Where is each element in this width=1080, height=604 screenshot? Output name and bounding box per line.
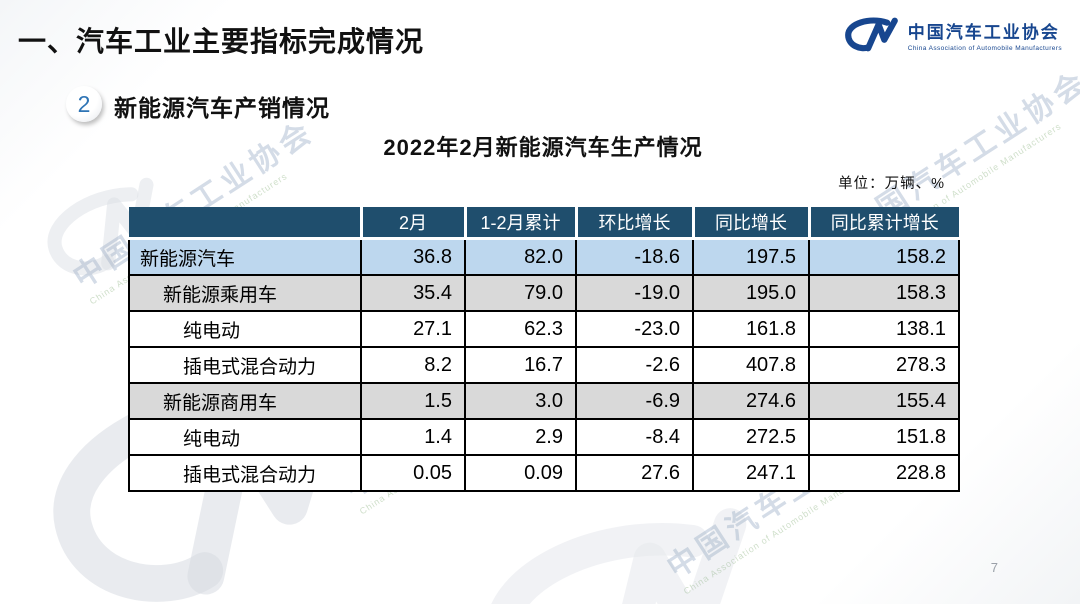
- table-cell: 79.0: [465, 275, 577, 312]
- cm-swoosh-watermark-icon: [455, 495, 785, 604]
- table-cell: 0.05: [361, 455, 466, 492]
- table-row: 新能源汽车 36.8 82.0 -18.6 197.5 158.2: [128, 238, 960, 276]
- table-cell: 158.2: [809, 238, 960, 276]
- table-cell: 407.8: [693, 347, 810, 384]
- table-cell: -8.4: [576, 419, 694, 456]
- column-header: 同比增长: [693, 207, 811, 240]
- column-header: 2月: [361, 207, 467, 240]
- table-cell: 228.8: [809, 455, 960, 492]
- table-body: 新能源汽车 36.8 82.0 -18.6 197.5 158.2 新能源乘用车 35.4 79…: [128, 238, 960, 492]
- table-row: 新能源乘用车 35.4 79.0 -19.0 195.0 158.3: [128, 275, 960, 312]
- row-label: 插电式混合动力: [128, 455, 362, 492]
- table-cell: 2.9: [465, 419, 577, 456]
- table-row: 新能源商用车 1.5 3.0 -6.9 274.6 155.4: [128, 383, 960, 420]
- section-title: 新能源汽车产销情况: [114, 95, 330, 121]
- table-cell: 3.0: [465, 383, 577, 420]
- table-cell: -23.0: [576, 311, 694, 348]
- caam-logo: 中国汽车工业协会 China Association of Automobile…: [842, 16, 1062, 54]
- row-label: 新能源汽车: [128, 238, 362, 276]
- table-cell: -18.6: [576, 238, 694, 276]
- table-cell: 274.6: [693, 383, 810, 420]
- logo-text-block: 中国汽车工业协会 China Association of Automobile…: [908, 18, 1062, 52]
- cm-swoosh-logo-icon: [842, 16, 900, 54]
- table-cell: 272.5: [693, 419, 810, 456]
- table-row: 插电式混合动力 8.2 16.7 -2.6 407.8 278.3: [128, 347, 960, 384]
- table-cell: 62.3: [465, 311, 577, 348]
- section-number-badge: 2: [66, 86, 102, 122]
- row-label: 纯电动: [128, 419, 362, 456]
- page-number: 7: [990, 560, 998, 575]
- nev-production-table: 2月 1-2月累计 环比增长 同比增长 同比累计增长 新能源汽车 36.8 82.0 -18.…: [128, 207, 960, 492]
- table-cell: 8.2: [361, 347, 466, 384]
- table-cell: -2.6: [576, 347, 694, 384]
- row-label: 纯电动: [128, 311, 362, 348]
- table-cell: 82.0: [465, 238, 577, 276]
- table-cell: -6.9: [576, 383, 694, 420]
- table-cell: 1.4: [361, 419, 466, 456]
- table-cell: 161.8: [693, 311, 810, 348]
- table-cell: 36.8: [361, 238, 466, 276]
- unit-note: 单位：万辆、%: [838, 176, 945, 192]
- table-cell: 27.1: [361, 311, 466, 348]
- table-cell: 151.8: [809, 419, 960, 456]
- table-header: 2月 1-2月累计 环比增长 同比增长 同比累计增长: [129, 207, 959, 240]
- table-row: 纯电动 1.4 2.9 -8.4 272.5 151.8: [128, 419, 960, 456]
- logo-en-name: China Association of Automobile Manufact…: [907, 45, 1062, 52]
- row-label: 插电式混合动力: [128, 347, 362, 384]
- column-header: 同比累计增长: [809, 207, 959, 240]
- table-cell: 35.4: [361, 275, 466, 312]
- table-cell: 138.1: [809, 311, 960, 348]
- table-cell: 1.5: [361, 383, 466, 420]
- table-row: 纯电动 27.1 62.3 -23.0 161.8 138.1: [128, 311, 960, 348]
- table-cell: 155.4: [809, 383, 960, 420]
- table-cell: 158.3: [809, 275, 960, 312]
- column-header: [129, 207, 363, 240]
- column-header: 1-2月累计: [465, 207, 578, 240]
- row-label: 新能源乘用车: [128, 275, 362, 312]
- table-cell: 195.0: [693, 275, 810, 312]
- table-cell: 278.3: [809, 347, 960, 384]
- page-title: 一、汽车工业主要指标完成情况: [18, 26, 425, 57]
- row-label: 新能源商用车: [128, 383, 362, 420]
- table-cell: 0.09: [465, 455, 577, 492]
- table-cell: 27.6: [576, 455, 694, 492]
- table-cell: 16.7: [465, 347, 577, 384]
- table-cell: 247.1: [693, 455, 810, 492]
- logo-cn-name: 中国汽车工业协会: [907, 23, 1060, 42]
- table-row: 插电式混合动力 0.05 0.09 27.6 247.1 228.8: [128, 455, 960, 492]
- table-title: 2022年2月新能源汽车生产情况: [383, 135, 703, 160]
- table-cell: -19.0: [576, 275, 694, 312]
- table-cell: 197.5: [693, 238, 810, 276]
- column-header: 环比增长: [576, 207, 695, 240]
